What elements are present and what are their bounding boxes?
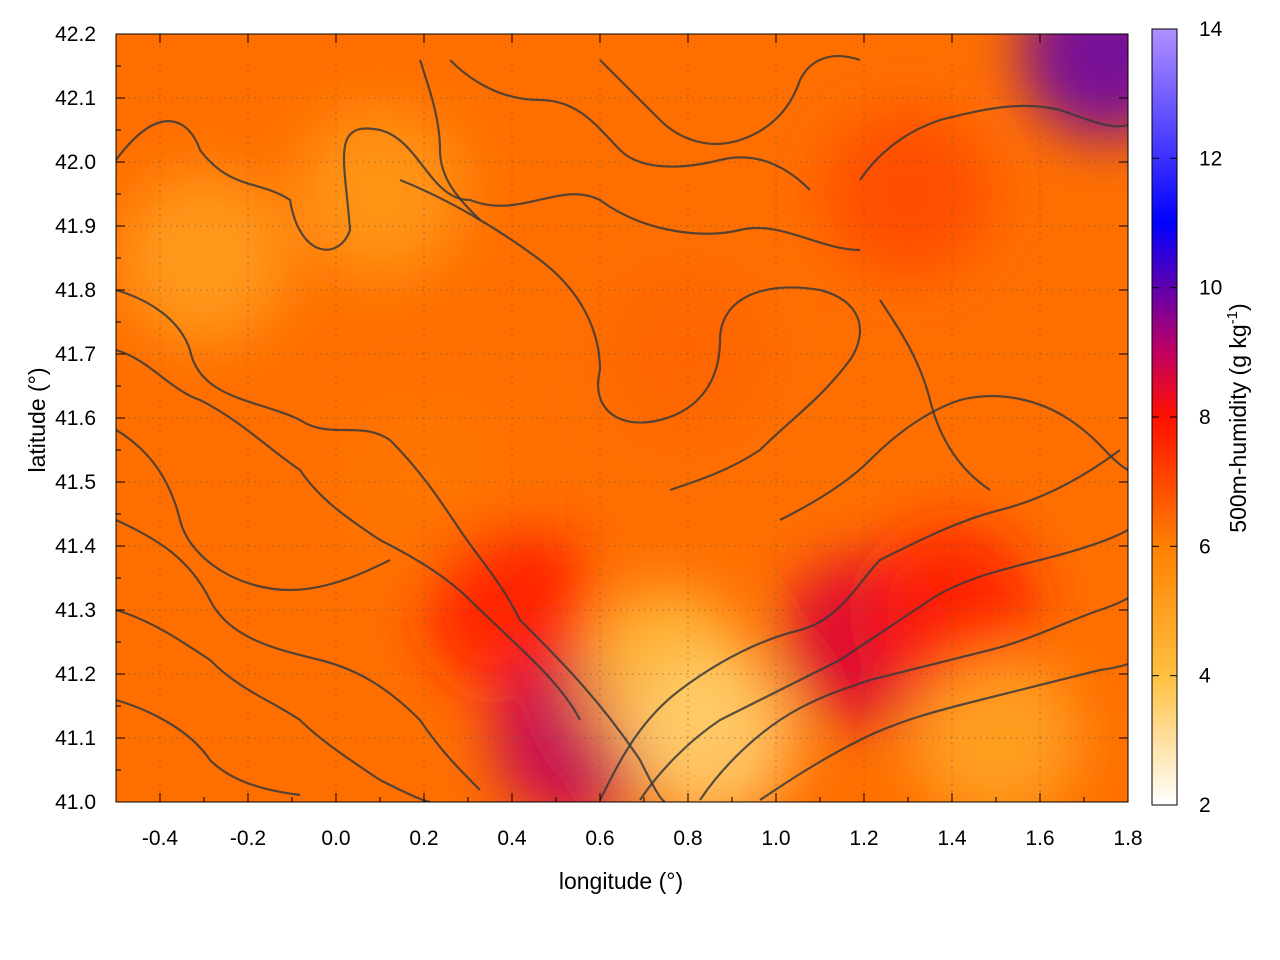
y-tick-label: 41.9 [55,215,96,238]
contour-line [116,288,666,802]
contour-line [399,178,862,492]
x-axis-label: longitude (°) [559,868,683,894]
y-tick-label: 41.0 [55,791,96,814]
heatmap-region [119,173,289,343]
y-tick-label: 42.1 [55,87,96,110]
y-tick-label: 41.4 [55,535,96,558]
y-tick-label: 41.1 [55,727,96,750]
y-tick-label: 42.2 [55,23,96,46]
x-tick-label: 1.8 [1113,827,1142,850]
contour-line [599,55,861,145]
y-tick-label: 41.3 [55,599,96,622]
contour-line [879,299,991,491]
y-tick-label: 41.2 [55,663,96,686]
heatmap-region [823,109,993,279]
contour-line [116,608,431,802]
colorbar-label-main: 500m-humidity (g kg [1225,324,1251,532]
x-tick-label: 0.2 [409,827,438,850]
contour-line [779,394,1128,521]
y-tick-label: 42.0 [55,151,96,174]
contour-line [116,698,301,797]
contour-line [449,59,811,191]
colorbar-tick-label: 10 [1199,277,1222,300]
x-tick-label: -0.2 [230,827,266,850]
grid-lines [116,34,1128,802]
humidity-contours [116,55,1128,802]
contour-line [859,104,1128,181]
x-tick-label: -0.4 [142,827,179,850]
contour-line [418,59,481,221]
heatmap-region [911,653,1081,802]
contour-line [116,429,391,592]
x-axis: -0.4 -0.2 0.0 0.2 0.4 0.6 0.8 1.0 1.2 1.4 1.6 1.8 [115,34,1143,850]
y-tick-label: 41.7 [55,343,96,366]
y-tick-label: 41.6 [55,407,96,430]
colorbar-label-sup: -1 [1224,311,1241,324]
colorbar-tick-label: 14 [1199,18,1223,41]
heatmap-region [1021,34,1128,139]
heatmap-region [295,109,465,279]
x-tick-label: 0.6 [585,827,614,850]
colorbar-label: 500m-humidity (g kg-1) [1224,303,1251,532]
y-tick-label: 41.8 [55,279,96,302]
colorbar-tick-label: 8 [1199,406,1211,429]
y-axis: 41.0 41.1 41.2 41.3 41.4 41.5 41.6 41.7 41.8 41.9… [55,23,1128,814]
colorbar-tick-label: 6 [1199,535,1211,558]
contour-line [639,529,1128,801]
x-tick-label: 0.8 [673,827,702,850]
contour-line [699,597,1128,801]
x-tick-label: 1.6 [1025,827,1054,850]
colorbar-ticks: 2 4 6 8 10 12 14 [1152,18,1223,817]
x-tick-label: 0.4 [497,827,527,850]
colorbar-tick-label: 4 [1199,665,1211,688]
x-tick-label: 1.2 [849,827,878,850]
contour-line [116,348,581,721]
heatmap-regions [119,34,1128,802]
x-tick-label: 1.0 [761,827,790,850]
y-tick-label: 41.5 [55,471,96,494]
contour-line [599,449,1121,801]
x-tick-label: 1.4 [937,827,967,850]
x-tick-label: 0.0 [321,827,350,850]
colorbar-tick-label: 2 [1199,794,1211,817]
contour-line [759,662,1128,801]
colorbar-tick-label: 12 [1199,147,1222,170]
contour-line [116,120,861,252]
y-axis-label: latitude (°) [24,367,50,472]
contour-line [116,518,481,791]
colorbar-label-end: ) [1225,303,1251,311]
